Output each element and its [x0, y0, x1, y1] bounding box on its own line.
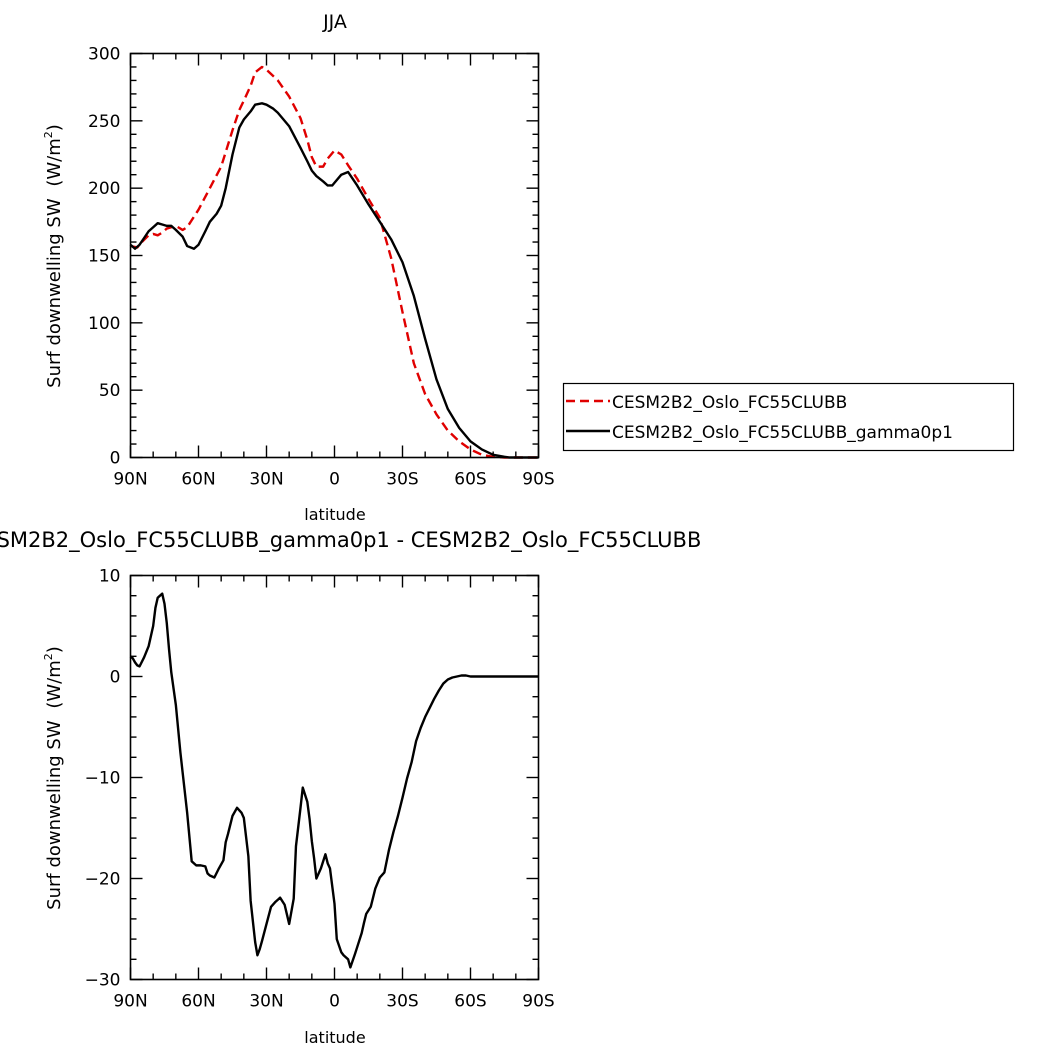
top-chart-y-tick-label: 300 — [88, 45, 120, 65]
top-chart-title: JJA — [322, 11, 347, 33]
bottom-chart-plot-frame — [129, 574, 540, 981]
top-chart-y-axis-label-text: Surf downwelling SW — [44, 198, 65, 388]
top-chart-x-tick-label: 30S — [386, 470, 418, 490]
bottom-chart-x-tick-label: 0 — [329, 992, 340, 1012]
top-chart-y-tick-label: 50 — [99, 381, 121, 401]
bottom-chart-y-tick-label: −20 — [85, 870, 121, 890]
bottom-chart-y-axis-unit: (W/m — [44, 660, 65, 708]
top-chart-y-tick-label: 250 — [88, 112, 120, 132]
bottom-chart-y-tick-label: −10 — [85, 769, 121, 789]
bottom-chart-y-tick-label: 10 — [99, 567, 121, 587]
bottom-chart-y-axis-unit-sup: 2 — [42, 653, 55, 660]
bottom-chart-series-line-0 — [129, 592, 539, 969]
top-chart: JJA 90N 60N 30N 0 30S 60S 90S 0 50 100 150 200 250 30… — [42, 11, 1015, 524]
top-chart-y-tick-label: 0 — [110, 449, 121, 469]
top-chart-y-tick-label: 200 — [88, 179, 120, 199]
top-chart-x-tick-label: 60N — [181, 470, 215, 490]
bottom-chart-x-tick-label: 60N — [181, 992, 215, 1012]
top-chart-y-axis-unit-sup: 2 — [42, 131, 55, 138]
bottom-chart-y-tick-label: 0 — [110, 668, 121, 688]
top-chart-y-tick-label: 100 — [88, 314, 120, 334]
top-chart-y-tick-label: 150 — [88, 247, 120, 267]
legend-box — [562, 382, 1015, 452]
legend-label-0: CESM2B2_Oslo_FC55CLUBB — [612, 393, 847, 413]
top-chart-x-tick-label: 90S — [522, 470, 554, 490]
top-chart-y-axis-label: Surf downwelling SW (W/m2) — [42, 124, 65, 388]
bottom-chart-x-tick-label: 60S — [454, 992, 486, 1012]
top-chart-x-tick-label: 0 — [329, 470, 340, 490]
bottom-chart-series — [129, 592, 539, 969]
top-chart-x-axis-label: latitude — [304, 505, 365, 524]
top-chart-x-tick-label: 60S — [454, 470, 486, 490]
top-chart-plot-frame — [129, 52, 540, 459]
bottom-chart-x-axis-label: latitude — [304, 1028, 365, 1047]
top-chart-series-line-0 — [130, 65, 539, 459]
bottom-chart-x-tick-label: 90S — [522, 992, 554, 1012]
bottom-chart-y-axis-label-text: Surf downwelling SW — [44, 720, 65, 910]
bottom-chart-x-tick-label: 90N — [113, 992, 147, 1012]
top-chart-series — [129, 65, 539, 459]
top-chart-y-axis-unit: (W/m — [44, 138, 65, 186]
bottom-chart-x-tick-label: 30N — [249, 992, 283, 1012]
top-chart-y-axis-unit-end: ) — [44, 124, 65, 131]
legend: CESM2B2_Oslo_FC55CLUBB CESM2B2_Oslo_FC55… — [562, 382, 1015, 452]
top-chart-x-tick-label: 90N — [113, 470, 147, 490]
bottom-chart-y-axis-label: Surf downwelling SW (W/m2) — [42, 646, 65, 910]
bottom-chart-x-tick-label: 30S — [386, 992, 418, 1012]
top-chart-ticks — [129, 52, 540, 459]
bottom-chart-title: CESM2B2_Oslo_FC55CLUBB_gamma0p1 - CESM2B… — [0, 528, 701, 553]
legend-label-1: CESM2B2_Oslo_FC55CLUBB_gamma0p1 — [612, 423, 953, 443]
bottom-chart-y-tick-label: −30 — [85, 971, 121, 991]
bottom-chart-tick-labels: 90N 60N 30N 0 30S 60S 90S −30 −20 −10 0 10 — [85, 567, 555, 1012]
top-chart-series-line-1 — [129, 102, 539, 459]
bottom-chart: CESM2B2_Oslo_FC55CLUBB_gamma0p1 - CESM2B… — [0, 528, 701, 1047]
bottom-chart-y-axis-unit-end: ) — [44, 646, 65, 653]
top-chart-tick-labels: 90N 60N 30N 0 30S 60S 90S 0 50 100 150 200 250 300 — [88, 45, 555, 490]
top-chart-x-tick-label: 30N — [249, 470, 283, 490]
